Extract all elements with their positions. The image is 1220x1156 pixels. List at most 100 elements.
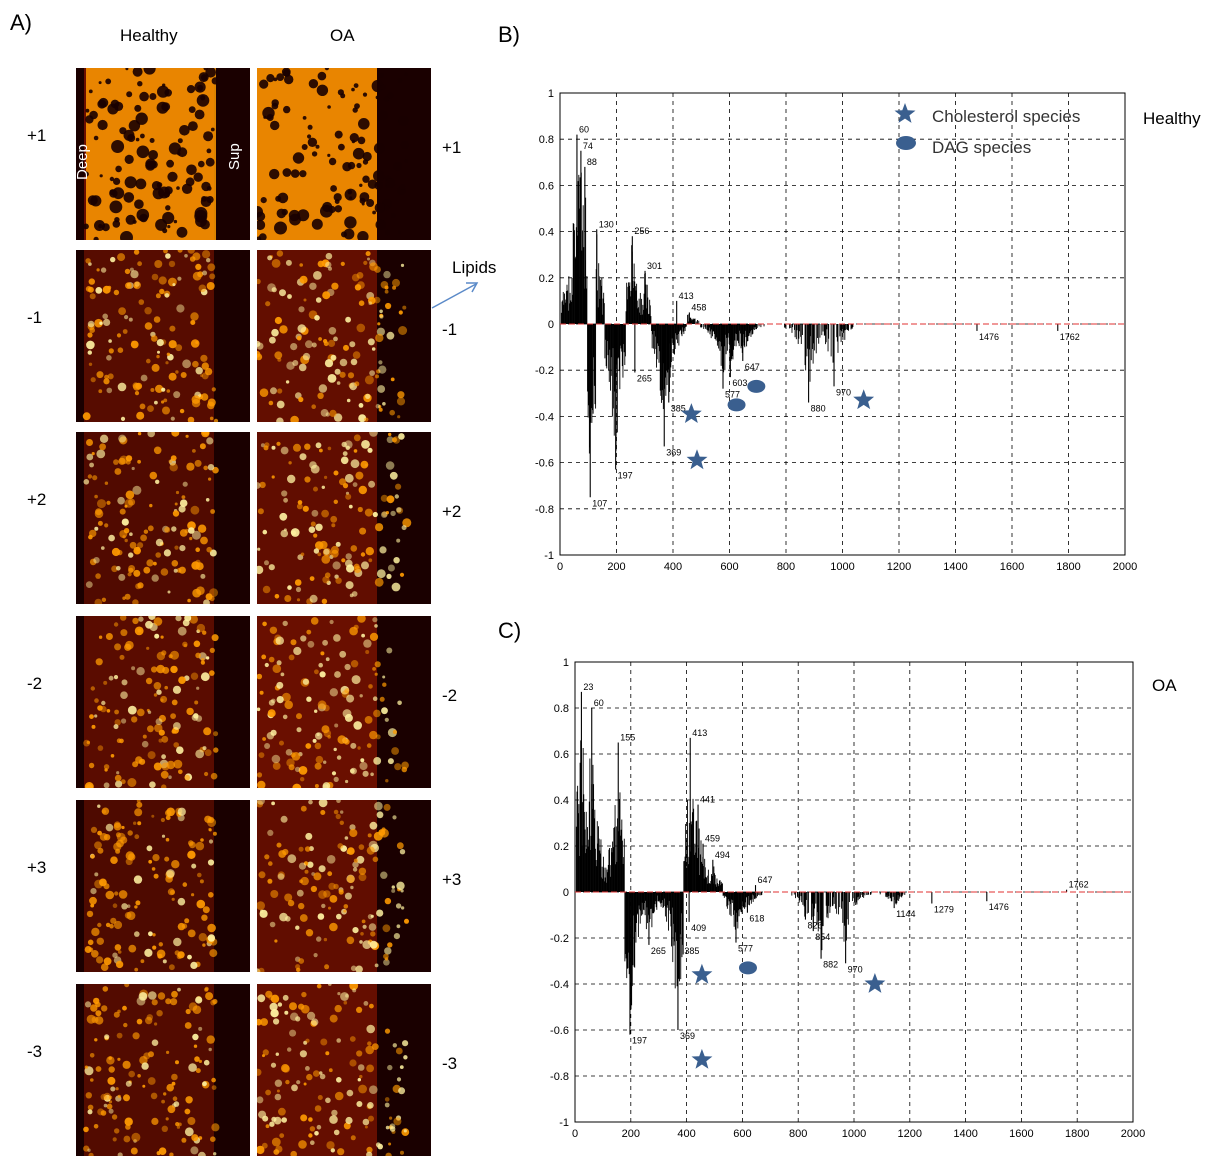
- tissue-image-canvas: [257, 250, 431, 422]
- legend-cholesterol-label: Cholesterol species: [932, 107, 1080, 126]
- peak-label: 60: [579, 125, 589, 135]
- peak-label: 880: [811, 404, 826, 414]
- x-tick-label: 1400: [953, 1128, 977, 1140]
- tissue-image-healthy-row-3: [76, 432, 250, 604]
- tissue-image-canvas: [76, 616, 250, 788]
- tissue-image-canvas: [257, 800, 431, 972]
- peak-label: 459: [705, 834, 720, 844]
- row-label-right: -3: [442, 1054, 457, 1074]
- peak-label: 970: [836, 387, 851, 397]
- panel-b-letter: B): [498, 22, 520, 48]
- peak-label: 256: [634, 226, 649, 236]
- x-tick-label: 0: [557, 561, 563, 573]
- row-label-right: -2: [442, 686, 457, 706]
- peak-label: 647: [745, 362, 760, 372]
- peak-label: 1279: [934, 905, 954, 915]
- x-tick-label: 1000: [842, 1128, 866, 1140]
- tissue-image-canvas: [257, 68, 431, 240]
- y-tick-label: -0.6: [535, 458, 554, 470]
- peak-label: 197: [618, 471, 633, 481]
- column-header-healthy: Healthy: [120, 26, 178, 46]
- x-tick-label: 400: [664, 561, 682, 573]
- tissue-image-canvas: [76, 68, 250, 240]
- x-tick-label: 1400: [943, 561, 967, 573]
- x-tick-label: 1800: [1056, 561, 1080, 573]
- peak-label: 441: [700, 795, 715, 805]
- dag-ellipse-icon: [747, 380, 765, 393]
- peak-label: 265: [651, 946, 666, 956]
- x-tick-label: 1000: [830, 561, 854, 573]
- y-tick-label: -0.8: [550, 1071, 569, 1083]
- peak-label: 577: [738, 944, 753, 954]
- tissue-image-oa-row-4: [257, 616, 431, 788]
- row-label-right: +2: [442, 502, 461, 522]
- peak-label: 155: [620, 733, 635, 743]
- peak-label: 60: [594, 698, 604, 708]
- x-tick-label: 1800: [1065, 1128, 1089, 1140]
- peak-label: 577: [725, 390, 740, 400]
- row-label-right: -1: [442, 320, 457, 340]
- tissue-image-canvas: [76, 984, 250, 1156]
- y-tick-label: 0.2: [539, 273, 554, 285]
- peak-label: 74: [583, 141, 593, 151]
- peak-label: 369: [680, 1031, 695, 1041]
- y-tick-label: -0.4: [550, 979, 569, 991]
- x-tick-label: 1200: [898, 1128, 922, 1140]
- tissue-image-canvas: [76, 800, 250, 972]
- peak-label: 301: [647, 261, 662, 271]
- y-tick-label: 0.8: [554, 703, 569, 715]
- x-tick-label: 200: [622, 1128, 640, 1140]
- panel-c-letter: C): [498, 618, 521, 644]
- x-tick-label: 600: [733, 1128, 751, 1140]
- y-tick-label: 1: [548, 88, 554, 100]
- row-label-right: +3: [442, 870, 461, 890]
- y-tick-label: 0.8: [539, 134, 554, 146]
- inset-label-sup: Sup: [226, 143, 243, 170]
- tissue-image-healthy-row-5: [76, 800, 250, 972]
- y-tick-label: -1: [544, 550, 554, 562]
- peak-label: 197: [632, 1036, 647, 1046]
- x-tick-label: 200: [607, 561, 625, 573]
- tissue-image-healthy-row-6: [76, 984, 250, 1156]
- peak-label: 265: [637, 374, 652, 384]
- tissue-image-oa-row-5: [257, 800, 431, 972]
- y-tick-label: 0.6: [554, 749, 569, 761]
- tissue-image-canvas: [257, 432, 431, 604]
- tissue-image-canvas: [257, 984, 431, 1156]
- y-tick-label: 0.2: [554, 841, 569, 853]
- row-label-left: +3: [27, 858, 46, 878]
- peak-label: 1476: [979, 332, 999, 342]
- y-tick-label: 0: [563, 887, 569, 899]
- peak-label: 618: [749, 914, 764, 924]
- x-tick-label: 1600: [1000, 561, 1024, 573]
- tissue-image-healthy-row-1: [76, 68, 250, 240]
- panel-a-letter: A): [10, 10, 32, 36]
- inset-label-deep: Deep: [74, 144, 91, 180]
- peak-label: 1762: [1069, 880, 1089, 890]
- tissue-image-healthy-row-4: [76, 616, 250, 788]
- tissue-image-canvas: [257, 616, 431, 788]
- tissue-image-oa-row-3: [257, 432, 431, 604]
- x-tick-label: 1200: [887, 561, 911, 573]
- row-label-left: +2: [27, 490, 46, 510]
- peak-label: 494: [715, 850, 730, 860]
- peak-label: 413: [692, 728, 707, 738]
- x-tick-label: 0: [572, 1128, 578, 1140]
- tissue-image-canvas: [76, 250, 250, 422]
- peak-label: 603: [732, 378, 747, 388]
- dag-ellipse-icon: [728, 398, 746, 411]
- y-tick-label: 1: [563, 657, 569, 669]
- tissue-image-oa-row-1: [257, 68, 431, 240]
- peak-label: 1144: [896, 909, 915, 919]
- peak-label: 369: [666, 447, 681, 457]
- peak-label: 854: [815, 932, 830, 942]
- x-tick-label: 2000: [1113, 561, 1137, 573]
- peak-label: 23: [583, 682, 593, 692]
- y-tick-label: -0.6: [550, 1025, 569, 1037]
- peak-label: 88: [587, 157, 597, 167]
- x-tick-label: 800: [789, 1128, 807, 1140]
- lipids-arrow: [428, 278, 484, 314]
- legend-dag-label: DAG species: [932, 138, 1031, 157]
